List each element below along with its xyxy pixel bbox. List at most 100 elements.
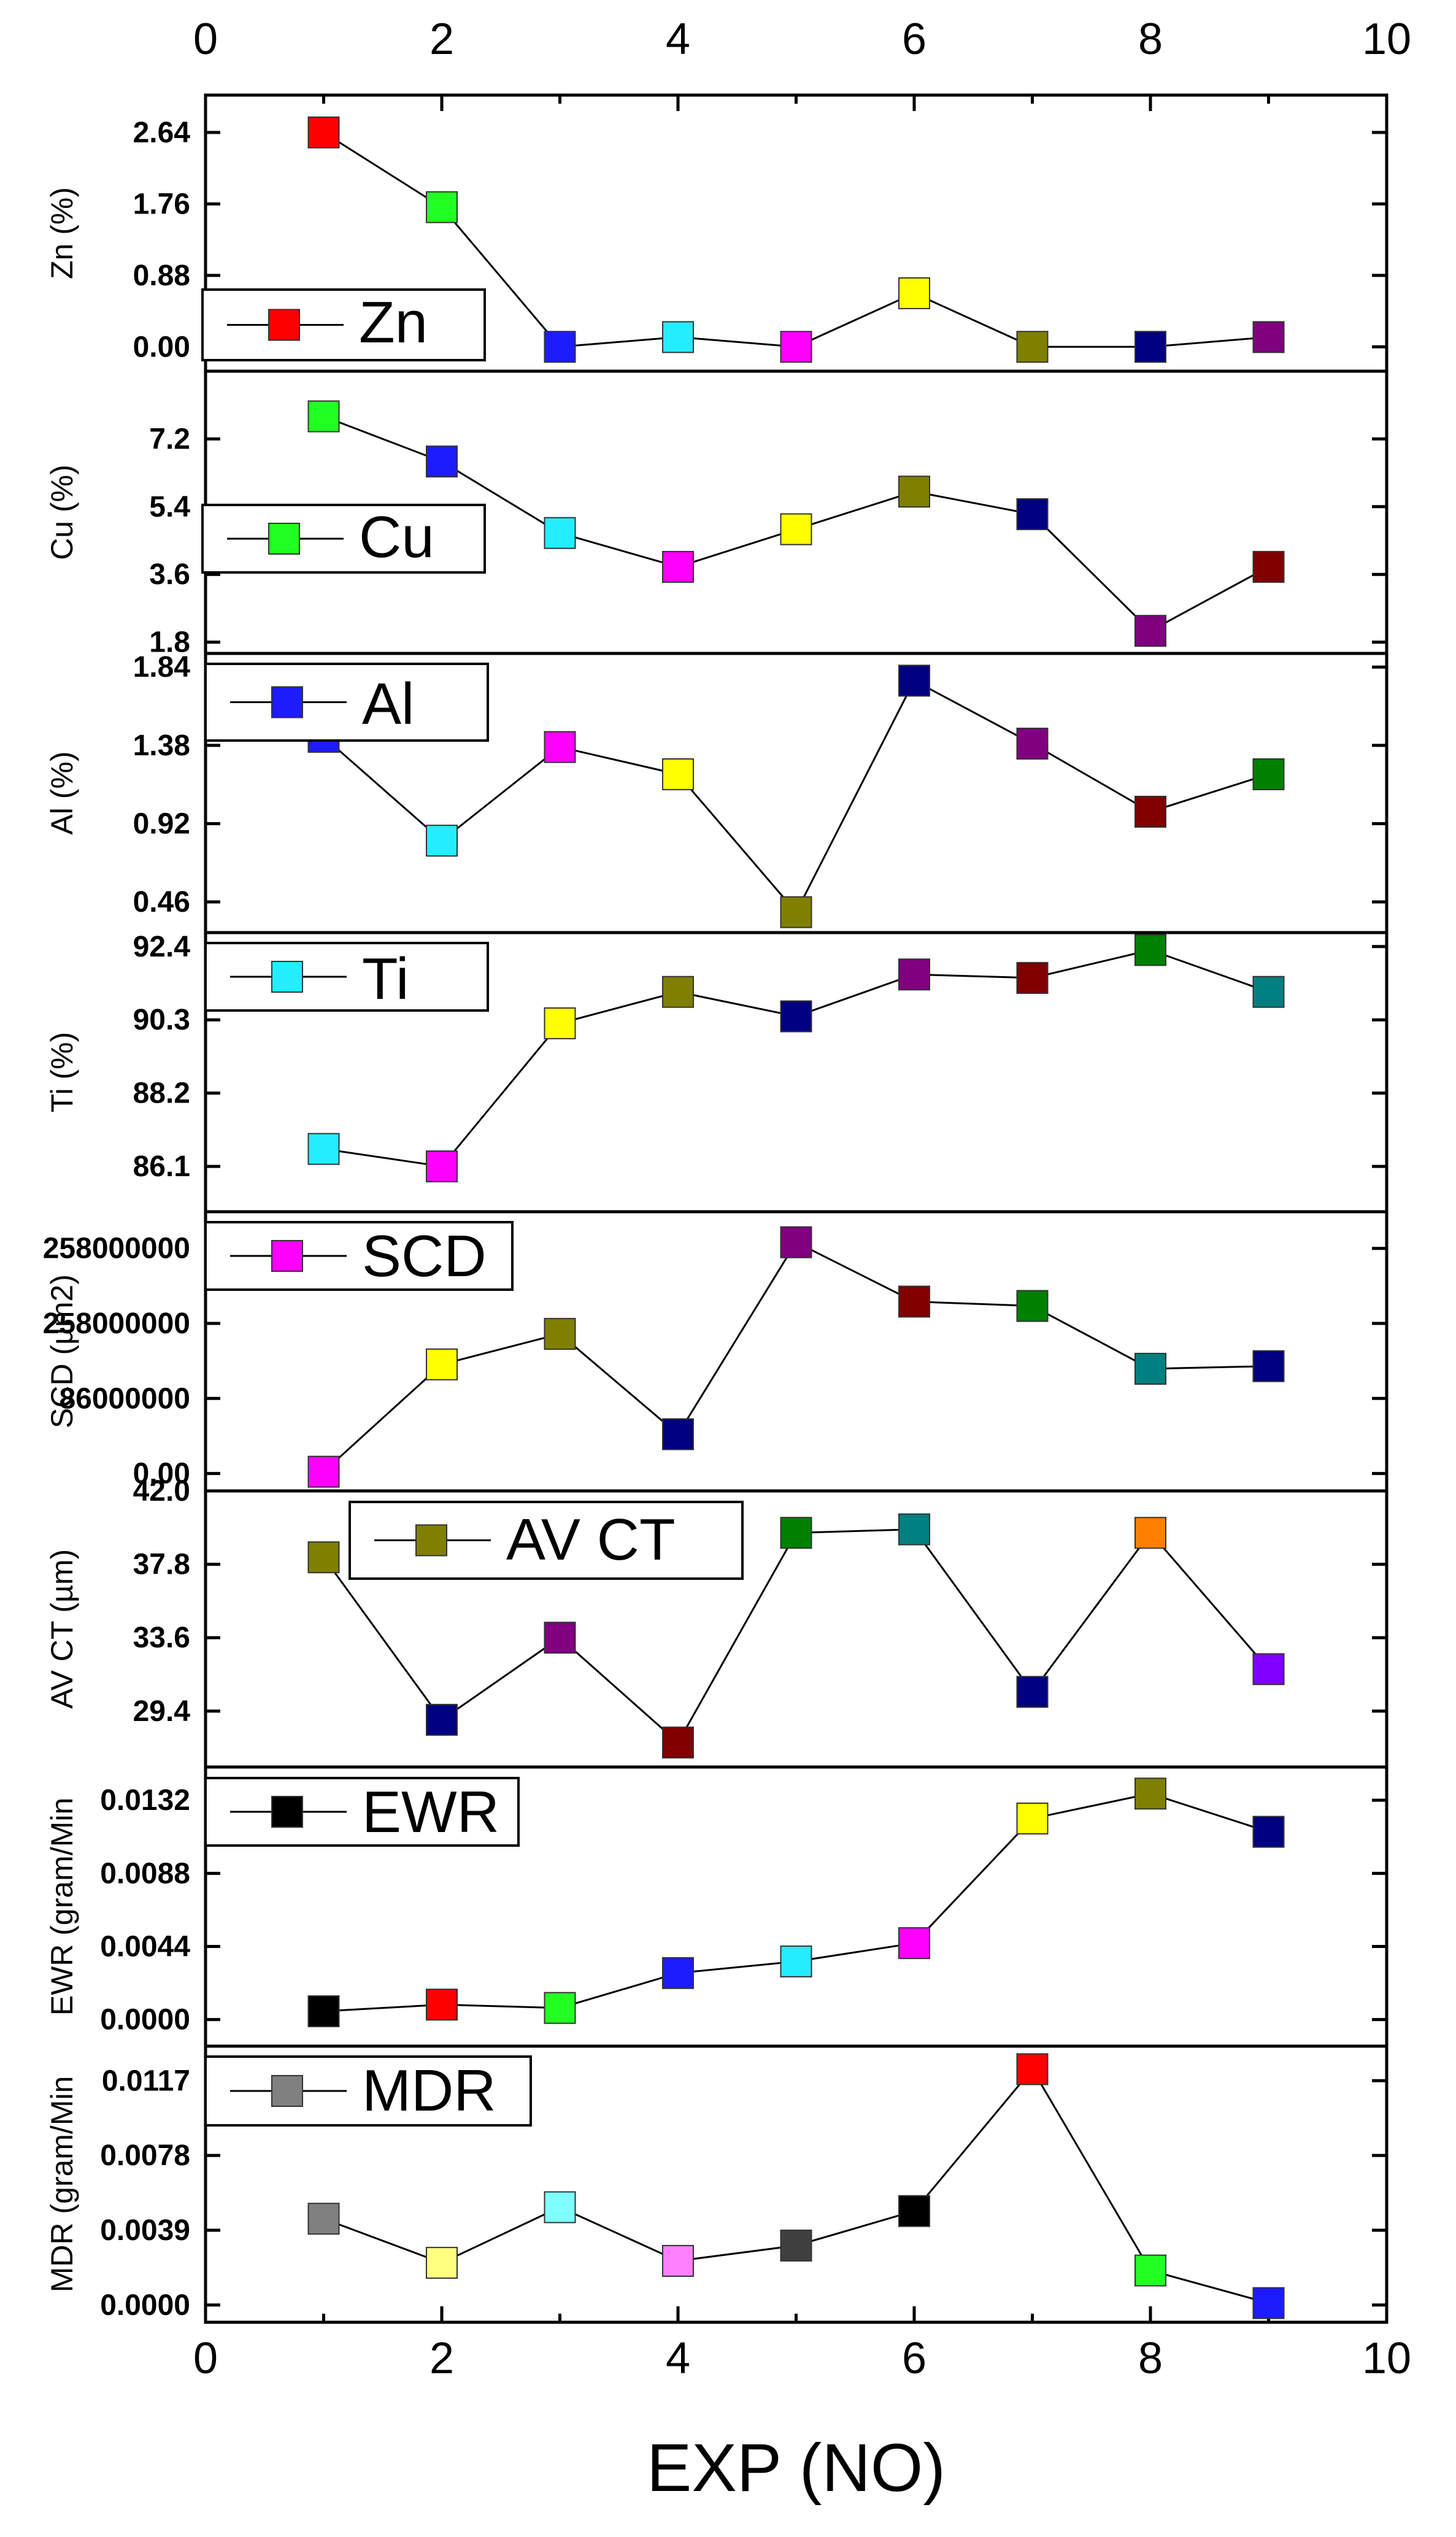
- data-point: [426, 445, 458, 478]
- y-tick-label: 86000000: [59, 1382, 190, 1415]
- legend-label: Al: [362, 671, 414, 737]
- legend-marker: [271, 2075, 303, 2107]
- data-point: [544, 331, 576, 363]
- legend-marker: [268, 523, 300, 555]
- y-tick-label: 1.76: [133, 188, 190, 220]
- data-point: [426, 1150, 458, 1183]
- data-point: [898, 2195, 930, 2227]
- legend-al: Al: [204, 663, 489, 742]
- y-tick-label: 1.8: [149, 626, 190, 659]
- y-tick-label: 92.4: [133, 931, 191, 963]
- data-point: [898, 475, 930, 508]
- data-point: [1016, 728, 1049, 760]
- panel-cu: 1.8 3.6 5.4 7.2 Cu (%) Cu: [45, 369, 1389, 659]
- data-point: [1016, 2053, 1049, 2085]
- data-point: [1252, 976, 1285, 1008]
- top-x-tick-label: 4: [666, 15, 690, 64]
- data-point: [898, 1285, 930, 1318]
- data-point: [307, 116, 340, 148]
- data-point: [662, 976, 694, 1008]
- y-axis-label: EWR (gram/Min: [45, 1798, 79, 2016]
- panel-ti: 86.1 88.2 90.3 92.4 Ti (%) Ti: [45, 931, 1389, 1214]
- y-tick-label: 90.3: [133, 1004, 190, 1036]
- data-point: [426, 191, 458, 223]
- y-axis-label: SCD (µm2): [45, 1274, 79, 1428]
- legend-marker: [415, 1524, 447, 1557]
- y-tick-label: 37.8: [133, 1549, 190, 1581]
- data-point: [1134, 1517, 1166, 1549]
- y-axis-label: Al (%): [45, 751, 79, 834]
- y-tick-label: 0.0044: [100, 1931, 190, 1963]
- data-point: [426, 1348, 458, 1380]
- data-point: [307, 1995, 340, 2028]
- y-tick-label: 0.00: [133, 1458, 190, 1490]
- y-tick-label: 0.00: [133, 331, 190, 363]
- data-point: [1252, 2287, 1285, 2319]
- data-point: [780, 1945, 812, 1977]
- legend-ewr: EWR: [204, 1777, 520, 1847]
- y-axis-label: Ti (%): [45, 1032, 79, 1112]
- panel-mdr: 0.0000 0.0039 0.0078 0.0117 MDR (gram/Min MDR: [45, 2044, 1389, 2324]
- data-point: [1016, 331, 1049, 363]
- legend-mdr: MDR: [204, 2055, 532, 2127]
- data-point: [426, 1704, 458, 1736]
- y-axis-label: MDR (gram/Min: [45, 2076, 79, 2293]
- data-point: [1252, 758, 1285, 790]
- data-point: [1134, 2254, 1166, 2287]
- data-point: [544, 1318, 576, 1350]
- y-tick-label: 0.0039: [100, 2214, 190, 2247]
- data-point: [544, 1007, 576, 1039]
- data-point: [426, 1988, 458, 2021]
- data-point: [1134, 615, 1166, 647]
- data-point: [544, 1622, 576, 1654]
- data-point: [780, 2230, 812, 2262]
- y-axis-label: Zn (%): [45, 187, 79, 279]
- data-point: [544, 517, 576, 549]
- data-point: [780, 1517, 812, 1549]
- y-tick-label: 0.92: [133, 807, 190, 840]
- data-point: [780, 1000, 812, 1033]
- legend-label: SCD: [362, 1223, 487, 1289]
- y-tick-label: 0.0000: [100, 2004, 190, 2036]
- bottom-x-tick-label: 8: [1138, 2334, 1163, 2383]
- y-tick-label: 42.0: [133, 1475, 190, 1507]
- bottom-x-tick-label: 2: [429, 2334, 454, 2383]
- y-axis-label: Cu (%): [45, 464, 79, 560]
- legend-label: Ti: [362, 946, 409, 1012]
- data-point: [898, 664, 930, 697]
- bottom-x-tick-label: 6: [902, 2334, 926, 2383]
- y-tick-label: 33.6: [133, 1622, 190, 1654]
- data-point: [662, 1727, 694, 1759]
- y-tick-label: 88.2: [133, 1077, 190, 1110]
- data-point: [1134, 331, 1166, 363]
- y-tick-label: 2.64: [133, 117, 191, 149]
- y-tick-label: 0.46: [133, 886, 190, 918]
- data-point: [1134, 934, 1166, 966]
- data-point: [307, 400, 340, 433]
- data-point: [898, 1927, 930, 1960]
- legend-label: Cu: [359, 504, 434, 570]
- y-tick-label: 0.88: [133, 260, 190, 292]
- top-x-tick-label: 8: [1138, 15, 1163, 64]
- data-point: [662, 758, 694, 790]
- y-tick-label: 0.0132: [100, 1784, 190, 1817]
- data-point: [426, 2247, 458, 2279]
- data-point: [307, 2203, 340, 2235]
- top-x-tick-label: 0: [193, 15, 218, 64]
- y-tick-label: 0.0000: [100, 2289, 190, 2322]
- legend-marker: [271, 686, 303, 718]
- data-point: [1016, 498, 1049, 531]
- data-point: [307, 1541, 340, 1574]
- panel-zn: 0.00 0.88 1.76 2.64 Zn (%) Zn: [45, 93, 1389, 373]
- data-point: [307, 1455, 340, 1488]
- data-point: [1016, 1802, 1049, 1834]
- data-point: [307, 1133, 340, 1165]
- data-point: [780, 513, 812, 545]
- top-x-tick-label: 2: [429, 15, 454, 64]
- x-axis-title: EXP (NO): [647, 2430, 946, 2506]
- data-point: [662, 550, 694, 583]
- panel-frame: [204, 2044, 1389, 2324]
- data-point: [1134, 796, 1166, 828]
